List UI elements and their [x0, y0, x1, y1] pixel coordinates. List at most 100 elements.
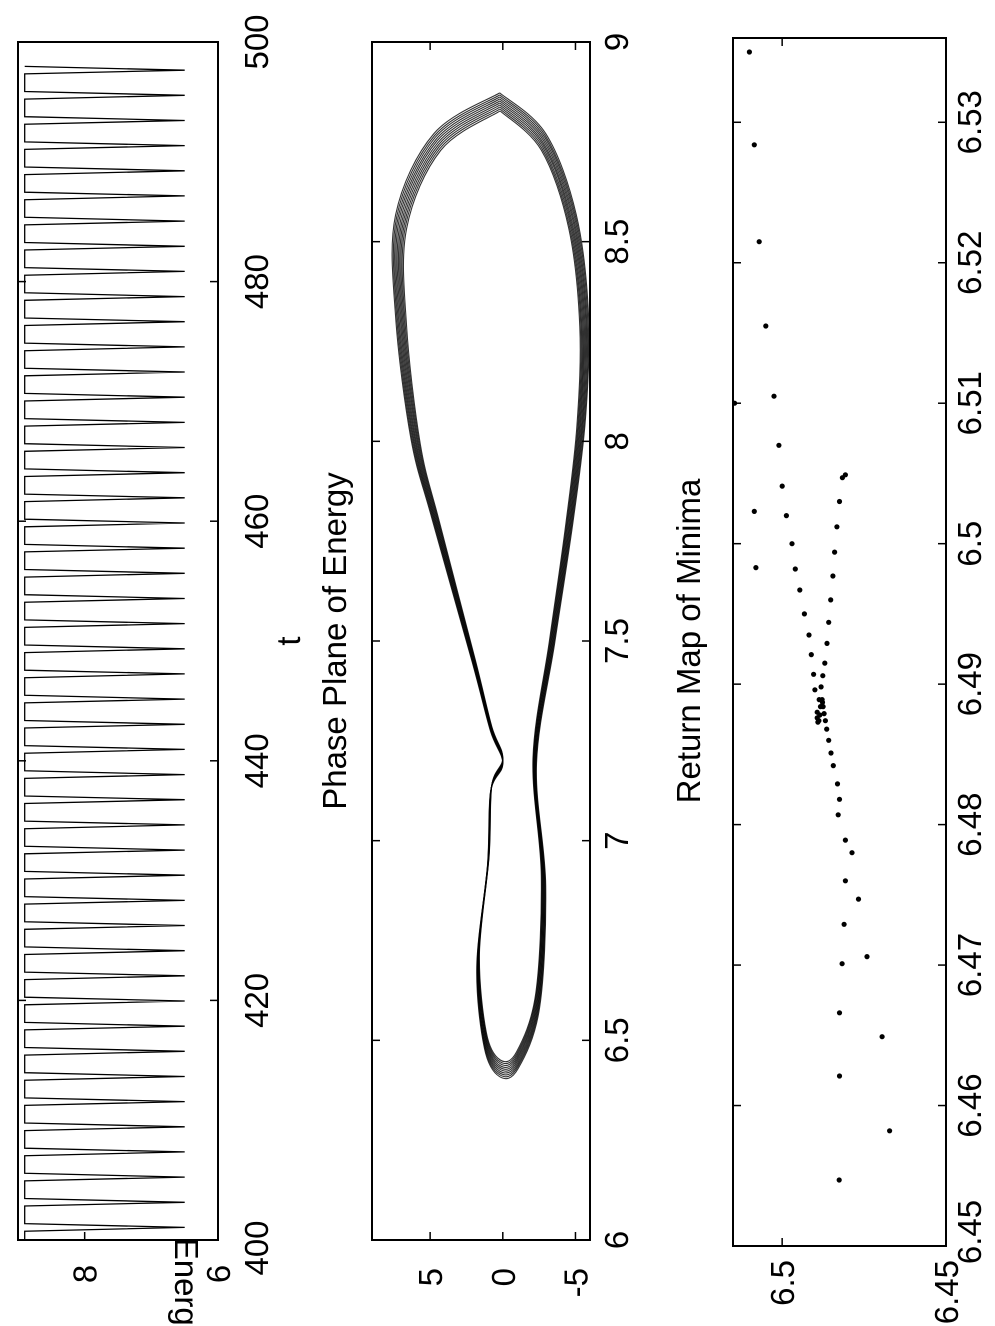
- return-map-point: [824, 640, 830, 647]
- phase-plane-orbits: [391, 92, 590, 1080]
- x-tick-label: 6.5: [598, 1017, 635, 1063]
- x-tick-label: 6.46: [951, 1073, 988, 1137]
- return-map-point: [842, 472, 849, 478]
- phase-orbit-cycle: [392, 94, 589, 1078]
- x-tick-label: 7.5: [598, 618, 635, 664]
- x-tick-label: 400: [238, 1220, 275, 1275]
- return-map-point: [842, 878, 849, 884]
- x-tick-label: 420: [238, 973, 275, 1028]
- x-tick-label: 6.45: [951, 1200, 988, 1264]
- x-tick-label: 440: [238, 733, 275, 788]
- return-map-point: [855, 896, 862, 902]
- y-tick-label: 8: [67, 1265, 104, 1283]
- return-map-point: [811, 671, 817, 677]
- return-map-point: [783, 513, 790, 519]
- y-tick-label: 6.45: [928, 1260, 965, 1324]
- x-tick-label: 6.5: [951, 521, 988, 567]
- return-map-point: [822, 660, 828, 666]
- return-map-point: [836, 498, 843, 505]
- return-map-point: [836, 1177, 842, 1183]
- return-map-point: [814, 709, 820, 715]
- return-map-point: [806, 632, 812, 638]
- time-series-ylabel: Energy: [168, 1238, 205, 1326]
- return-map-point: [822, 718, 829, 724]
- return-map-axes-frame: [732, 37, 947, 1247]
- return-map-point: [753, 565, 759, 571]
- x-tick-label: 500: [238, 14, 275, 69]
- return-map-point: [879, 1034, 885, 1040]
- return-map-point: [771, 393, 777, 399]
- x-tick-label: 7: [598, 831, 635, 849]
- return-map-point: [841, 921, 847, 927]
- phase-orbit-cycle: [399, 104, 584, 1068]
- return-map-point: [834, 524, 840, 530]
- return-map-point: [830, 763, 836, 769]
- return-map-point: [849, 850, 855, 856]
- return-map-point: [821, 711, 827, 717]
- energy-time-series: [24, 65, 185, 1240]
- return-map-point: [828, 597, 834, 603]
- return-map-point: [834, 781, 841, 787]
- x-tick-label: 6.52: [951, 231, 988, 295]
- return-map-point: [814, 715, 820, 721]
- x-tick-label: 480: [238, 254, 275, 309]
- return-map-point: [763, 323, 769, 329]
- x-tick-label: 6.48: [951, 792, 988, 856]
- y-tick-label: 0: [485, 1268, 522, 1286]
- return-map-point: [808, 652, 814, 658]
- return-map-point: [830, 573, 836, 579]
- phase-orbit-cycle: [401, 108, 582, 1065]
- return-map-point: [815, 719, 821, 725]
- return-map-point: [824, 726, 830, 732]
- return-map-point: [816, 697, 822, 703]
- return-map-point: [801, 611, 808, 617]
- return-map-point: [746, 49, 753, 55]
- return-map-point: [792, 566, 798, 572]
- return-map-point: [751, 508, 757, 514]
- time-series-axes-frame: [17, 41, 219, 1241]
- return-map-point: [751, 142, 757, 148]
- y-tick-label: 6.5: [764, 1260, 801, 1306]
- return-map-point: [826, 737, 832, 743]
- return-map-point: [776, 442, 782, 448]
- x-tick-label: 8: [598, 432, 635, 450]
- x-tick-label: 6.51: [951, 371, 988, 435]
- return-map-point: [835, 812, 841, 818]
- x-tick-label: 9: [598, 33, 635, 51]
- time-series-ticks: 400 420 440 460 480 500 6 8: [18, 14, 275, 1283]
- phase-plane-title: Phase Plane of Energy: [316, 472, 353, 810]
- x-tick-label: 6: [598, 1231, 635, 1249]
- energy-series-line: [24, 65, 185, 1240]
- x-tick-label: 6.49: [951, 652, 988, 716]
- return-map-point: [818, 684, 824, 690]
- return-map-point: [864, 954, 870, 960]
- phase-orbit-cycle: [396, 100, 586, 1072]
- return-map-point: [812, 687, 818, 693]
- phase-orbit-cycle: [394, 96, 588, 1076]
- return-map-panel: 6.45 6.46 6.47 6.48 6.49 6.5 6.51 6.52 6.53 6.45 6…: [670, 37, 988, 1324]
- return-map-point: [828, 750, 834, 756]
- return-map-point: [832, 549, 838, 555]
- return-map-point: [779, 483, 785, 489]
- x-tick-label: 6.47: [951, 933, 988, 997]
- return-map-point: [826, 619, 832, 625]
- return-map-point: [839, 961, 845, 967]
- return-map-title: Return Map of Minima: [670, 478, 707, 803]
- return-map-point: [836, 1010, 843, 1016]
- return-map-point: [789, 541, 795, 547]
- return-map-point: [817, 704, 824, 710]
- return-map-point: [836, 1073, 843, 1079]
- return-map-point: [887, 1128, 893, 1134]
- phase-orbit-cycle: [391, 92, 590, 1080]
- phase-orbit-cycle: [397, 102, 585, 1070]
- return-map-ticks: 6.45 6.46 6.47 6.48 6.49 6.5 6.51 6.52 6.53 6.45 6…: [733, 38, 988, 1324]
- return-map-point: [842, 837, 849, 843]
- phase-orbit-cycle: [395, 98, 587, 1074]
- return-map-point: [756, 239, 762, 245]
- phase-orbit-cycle: [400, 106, 583, 1067]
- phase-plane-ticks: 6 6.5 7 7.5 8 8.5 9 5 0 -5: [372, 33, 635, 1297]
- phase-plane-panel: 6 6.5 7 7.5 8 8.5 9 5 0 -5 Phase Plane of Energy: [316, 33, 635, 1298]
- x-tick-label: 8.5: [598, 219, 635, 265]
- time-series-xlabel: t: [270, 636, 307, 645]
